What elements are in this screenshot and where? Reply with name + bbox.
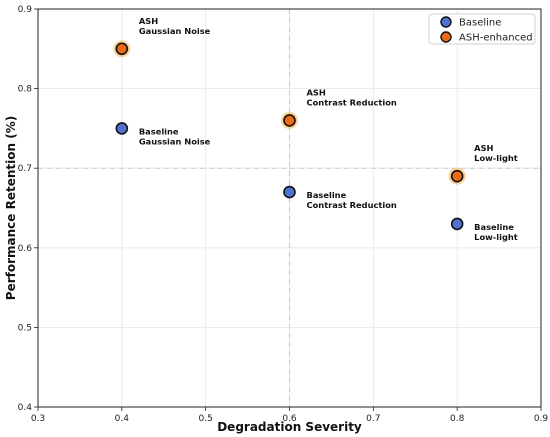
x-tick-label: 0.7 [366,414,380,424]
annotation-line: ASH [474,143,493,153]
annotation-line: Contrast Reduction [307,200,397,210]
x-tick-label: 0.3 [31,414,45,424]
x-tick-label: 0.6 [282,414,297,424]
baseline-point [115,122,129,135]
annotation-line: Baseline [474,222,514,232]
baseline-point-label: Baseline Low-light [474,222,518,242]
x-tick-label: 0.5 [199,414,213,424]
baseline-point-label: Baseline Contrast Reduction [307,190,397,210]
legend: Baseline ASH-enhanced [428,13,536,45]
legend-label: ASH-enhanced [459,33,533,44]
ash-point-label: ASH Gaussian Noise [139,16,211,36]
y-axis-title: Performance Retention (%) [4,116,18,300]
baseline-point [283,185,296,199]
ash-enhanced-point [283,114,296,127]
ash-enhanced-point [450,169,464,183]
ash-enhanced-point [115,42,129,56]
axis-ticks: 0.3 0.4 0.5 0.6 0.7 0.8 0.90.40.50.60.70.80.9 [18,5,549,424]
ash-point-label: ASH Low-light [474,143,518,163]
y-tick-label: 0.6 [18,244,33,254]
x-tick-label: 0.4 [115,414,130,424]
y-tick-label: 0.5 [18,323,32,333]
annotation-line: Contrast Reduction [307,97,397,107]
legend-baseline-marker [440,16,452,28]
annotation-line: Gaussian Noise [139,136,211,146]
reference-lines [38,9,541,407]
annotation-line: Low-light [474,153,518,163]
x-tick-label: 0.8 [450,414,465,424]
annotation-line: Baseline [139,126,179,136]
baseline-point [450,217,464,231]
data-points [113,40,466,231]
y-tick-label: 0.8 [18,85,33,95]
annotation-line: Gaussian Noise [139,26,211,36]
legend-label: Baseline [459,18,501,29]
annotation-line: Baseline [307,190,347,200]
legend-box [428,13,536,45]
baseline-point-label: Baseline Gaussian Noise [139,126,211,146]
annotation-line: ASH [307,87,326,97]
y-tick-label: 0.4 [18,403,33,413]
annotation-line: Low-light [474,232,518,242]
annotation-line: ASH [139,16,158,26]
y-tick-label: 0.9 [18,5,33,15]
ash-point-label: ASH Contrast Reduction [307,87,397,107]
x-axis-title: Degradation Severity [217,420,362,434]
y-tick-label: 0.7 [18,164,32,174]
x-tick-label: 0.9 [534,414,549,424]
legend-ash-marker [440,31,452,43]
